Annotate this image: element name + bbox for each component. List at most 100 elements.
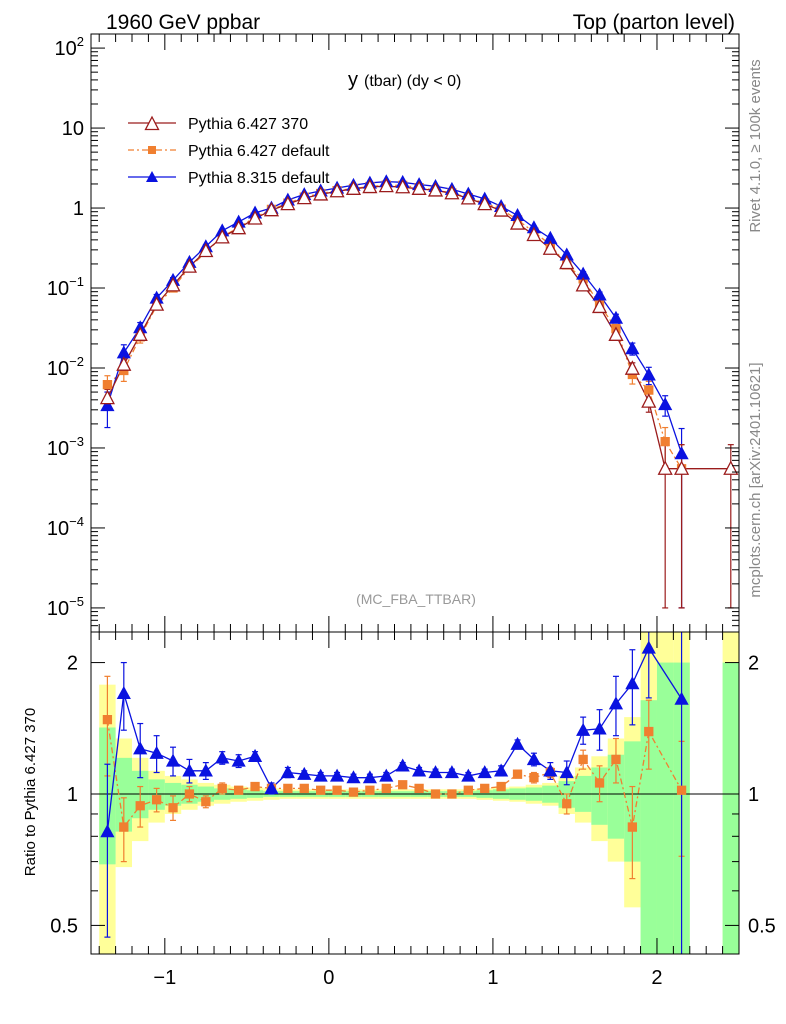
main-panel: y (tbar) (dy < 0) (MC_FBA_TTBAR) 10−510−4… bbox=[47, 33, 740, 633]
ratio-p6def-point bbox=[496, 781, 506, 792]
ratio-p8-point bbox=[297, 766, 312, 780]
main-p8-point bbox=[608, 310, 624, 324]
ratio-p8-point bbox=[313, 768, 328, 782]
ratio-p6def-point bbox=[151, 795, 162, 805]
ratio-p8-point bbox=[329, 768, 345, 782]
ratio-ylabel: Ratio to Pythia 6.427 370 bbox=[22, 708, 39, 876]
main-ref-point bbox=[477, 195, 493, 211]
ratio-p8-point bbox=[379, 768, 394, 782]
ratio-p8-point bbox=[116, 686, 131, 700]
main-ref-point bbox=[296, 189, 312, 205]
ratio-p6def-point bbox=[316, 785, 326, 795]
ratio-p6def-point bbox=[398, 780, 408, 790]
main-ref-point bbox=[411, 180, 427, 195]
main-ref-point bbox=[526, 226, 542, 242]
ytick-exponent: −4 bbox=[69, 514, 84, 529]
ratio-p6def-point bbox=[365, 785, 375, 795]
main-ref-point bbox=[313, 186, 329, 201]
ratio-ytick-label-right: 2 bbox=[748, 653, 759, 675]
main-ref-point bbox=[493, 202, 509, 217]
main-ytick-label: 102 bbox=[55, 34, 84, 60]
ratio-p6def-point bbox=[201, 797, 211, 807]
ratio-uncertainty-band bbox=[99, 632, 739, 954]
ratio-p6def-point bbox=[594, 778, 605, 788]
ratio-p8-point bbox=[231, 753, 246, 767]
ratio-ytick-label-right: 0.5 bbox=[748, 915, 776, 937]
main-ref-point bbox=[181, 258, 198, 273]
main-p8-point bbox=[674, 446, 689, 460]
ratio-p6def-point bbox=[332, 785, 342, 795]
legend-label-ref: Pythia 6.427 370 bbox=[188, 116, 308, 133]
ratio-panel: 0.5 0.5 1 1 2 2 −1 0 1 2 Ratio to Pythia 6.427 37… bbox=[22, 631, 776, 989]
main-ref-point bbox=[657, 460, 673, 475]
main-p6def-point bbox=[660, 436, 670, 447]
ratio-ytick-label-left: 2 bbox=[67, 653, 78, 675]
ratio-series-markers bbox=[100, 640, 689, 838]
main-axis-ticks bbox=[91, 34, 740, 632]
band-inner-bin bbox=[722, 662, 739, 954]
band-inner-bin bbox=[640, 700, 657, 954]
ratio-xtick-label: 0 bbox=[323, 967, 334, 989]
watermark: (MC_FBA_TTBAR) bbox=[356, 591, 476, 607]
main-ref-point bbox=[214, 228, 230, 244]
ratio-p6def-point bbox=[348, 787, 359, 797]
ratio-tick-labels: 0.5 0.5 1 1 2 2 −1 0 1 2 bbox=[50, 653, 776, 989]
ratio-p8-point bbox=[264, 781, 279, 795]
ratio-p6def-point bbox=[283, 783, 293, 794]
ytick-base: 10 bbox=[47, 518, 69, 540]
ratio-p6def-point bbox=[299, 783, 309, 794]
ratio-xtick-label: −1 bbox=[153, 967, 176, 989]
ytick-base: 10 bbox=[47, 278, 69, 300]
ytick-exponent: −3 bbox=[69, 434, 84, 449]
ratio-p8-point bbox=[198, 763, 213, 777]
ratio-p8-point bbox=[412, 763, 427, 777]
ratio-p6def-point bbox=[611, 754, 621, 765]
main-ref-point bbox=[591, 298, 608, 314]
mcplots-label: mcplots.cern.ch [arXiv:2401.10621] bbox=[747, 362, 764, 597]
main-ref-point bbox=[132, 326, 148, 341]
ratio-p6def-point bbox=[135, 801, 145, 811]
ratio-p6def-point bbox=[529, 773, 539, 783]
ratio-p8-point bbox=[608, 696, 624, 710]
ratio-p6def-point bbox=[578, 754, 588, 765]
header-left: 1960 GeV ppbar bbox=[106, 11, 260, 34]
main-ytick-label: 10−5 bbox=[47, 594, 84, 620]
ratio-p8-point bbox=[247, 748, 263, 762]
main-ref-point bbox=[427, 182, 444, 197]
ratio-p8-point bbox=[625, 676, 640, 690]
main-ref-point bbox=[460, 189, 476, 205]
ratio-p8-point bbox=[461, 768, 476, 782]
main-ref-point bbox=[345, 180, 362, 195]
ratio-axis-ticks bbox=[91, 632, 740, 954]
ratio-p6def-point bbox=[562, 799, 572, 809]
legend-label-p6def: Pythia 6.427 default bbox=[188, 143, 330, 160]
ratio-ytick-label-left: 0.5 bbox=[50, 915, 78, 937]
main-ref-point bbox=[723, 460, 739, 475]
ratio-p8-point bbox=[641, 640, 656, 654]
main-ytick-label: 10 bbox=[62, 118, 84, 140]
main-ref-point bbox=[575, 276, 591, 292]
main-ytick-label: 1 bbox=[73, 198, 84, 220]
ratio-p8-point bbox=[444, 765, 460, 779]
ratio-p8-point bbox=[526, 752, 542, 766]
ytick-base: 10 bbox=[47, 438, 69, 460]
main-ytick-label: 10−4 bbox=[47, 514, 84, 540]
main-ref-point bbox=[378, 177, 394, 193]
ratio-p6def-point bbox=[676, 785, 687, 795]
ratio-ytick-label-right: 1 bbox=[748, 784, 759, 806]
band-inner-bin bbox=[115, 757, 133, 832]
ytick-exponent: −2 bbox=[69, 354, 84, 369]
main-ref-point bbox=[608, 326, 624, 341]
ratio-p8-point bbox=[215, 750, 230, 764]
main-p8-point bbox=[100, 398, 115, 412]
ratio-p8-point bbox=[477, 765, 492, 779]
main-p8-point bbox=[641, 367, 656, 381]
main-ref-point bbox=[247, 210, 263, 225]
ratio-p6def-point bbox=[184, 789, 195, 799]
ratio-p6def-point bbox=[430, 789, 441, 799]
main-ref-point bbox=[116, 356, 132, 371]
ratio-p8-point bbox=[510, 736, 525, 750]
main-ref-point bbox=[641, 393, 657, 408]
